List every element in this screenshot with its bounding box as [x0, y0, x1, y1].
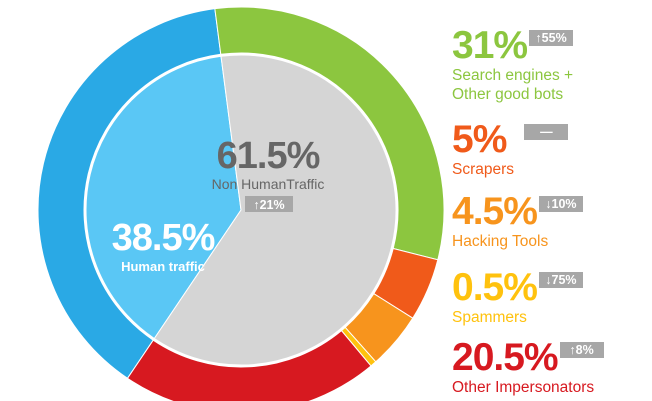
outer-ring [37, 6, 445, 401]
legend-label-line: Spammers [452, 309, 527, 326]
human-percent: 38.5% [112, 217, 215, 259]
legend-entry-scrapers: 5% — Scrapers [452, 118, 569, 179]
legend-label-line: Hacking Tools [452, 233, 549, 250]
legend-percent: 5% [452, 118, 507, 161]
legend-percent: 20.5% [452, 336, 559, 379]
non-human-annotation: 61.5% Non HumanTraffic ↑21% [212, 135, 325, 212]
change-badge: ↑55% [529, 30, 574, 46]
non-human-percent: 61.5% [217, 135, 320, 177]
legend-percent: 31% [452, 24, 528, 67]
legend: 31% ↑55% Search engines + Other good bots… [452, 0, 652, 401]
legend-label-line: Search engines + [452, 67, 574, 84]
outer-slice-other-impersonators [126, 329, 372, 401]
change-badge: ↓10% [538, 196, 583, 212]
legend-entry-other-impersonators: 20.5% ↑8% Other Impersonators [452, 338, 604, 397]
human-label: Human traffic [121, 259, 205, 274]
legend-percent: 4.5% [452, 190, 538, 233]
change-badge: — [524, 124, 569, 140]
non-human-label: Non HumanTraffic [212, 176, 325, 192]
legend-entry-spammers: 0.5% ↓75% Spammers [452, 268, 583, 327]
legend-label-line: Other good bots [452, 86, 564, 103]
legend-entry-good-bots: 31% ↑55% Search engines + Other good bots [452, 26, 573, 104]
inner-pie [85, 54, 397, 366]
human-annotation: 38.5% Human traffic [112, 217, 216, 274]
non-human-change-badge [245, 196, 293, 212]
change-badge: ↑8% [559, 342, 604, 358]
traffic-donut-chart: 61.5% Non HumanTraffic ↑21% 38.5% Human … [37, 6, 445, 401]
legend-percent: 0.5% [452, 266, 538, 309]
inner-slice-human-traffic [85, 55, 242, 340]
legend-label-line: Scrapers [452, 161, 515, 178]
non-human-change: ↑21% [253, 198, 284, 212]
legend-label-line: Other Impersonators [452, 379, 595, 396]
legend-entry-hacking-tools: 4.5% ↓10% Hacking Tools [452, 192, 583, 251]
change-badge: ↓75% [538, 272, 583, 288]
outer-slice-human-traffic [37, 8, 222, 379]
